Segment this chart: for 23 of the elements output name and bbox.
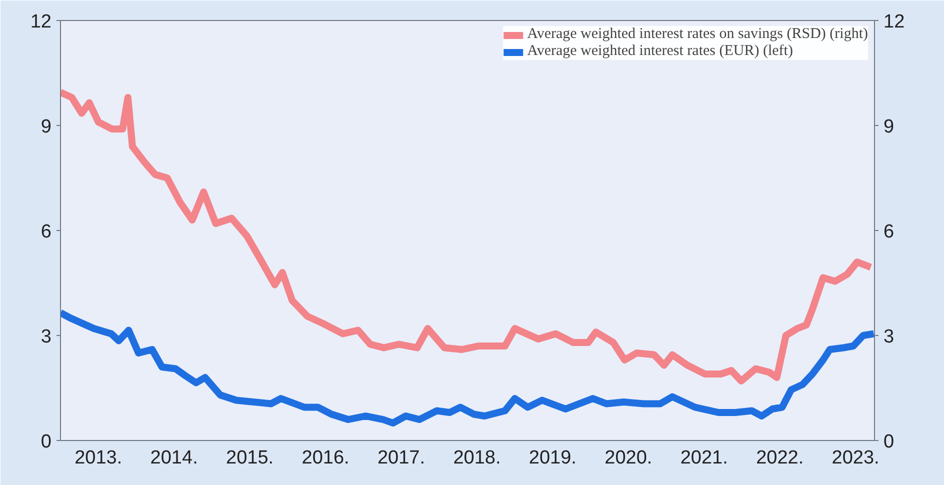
x-tick-label: 2017. xyxy=(377,448,426,468)
y2-tick-label: 0 xyxy=(884,432,894,452)
y2-tick-label: 3 xyxy=(884,326,894,348)
y-tick-label: 0 xyxy=(40,432,52,452)
y-tick-label: 3 xyxy=(40,326,52,348)
x-tick-label: 2013. xyxy=(74,448,122,468)
x-tick-label: 2019. xyxy=(528,448,576,468)
x-tick-label: 2016. xyxy=(302,448,350,468)
y-tick-label: 9 xyxy=(40,116,52,138)
x-tick-label: 2014. xyxy=(150,448,198,468)
x-tick-label: 2018. xyxy=(453,448,501,468)
legend-label: Average weighted interest rates on savings (RSD) (right) xyxy=(527,26,868,43)
x-tick-label: 2020. xyxy=(604,448,652,468)
y-tick-label: 12 xyxy=(30,12,52,32)
x-tick-label: 2023. xyxy=(832,448,880,468)
x-tick-label: 2021. xyxy=(680,448,728,468)
y2-tick-label: 12 xyxy=(884,12,905,32)
x-tick-label: 2015. xyxy=(226,448,274,468)
legend-label: Average weighted interest rates (EUR) (left) xyxy=(527,43,793,60)
y2-tick-label: 6 xyxy=(884,222,894,242)
y2-tick-label: 9 xyxy=(884,116,894,138)
y-tick-label: 6 xyxy=(40,222,52,242)
x-tick-label: 2022. xyxy=(756,448,804,468)
